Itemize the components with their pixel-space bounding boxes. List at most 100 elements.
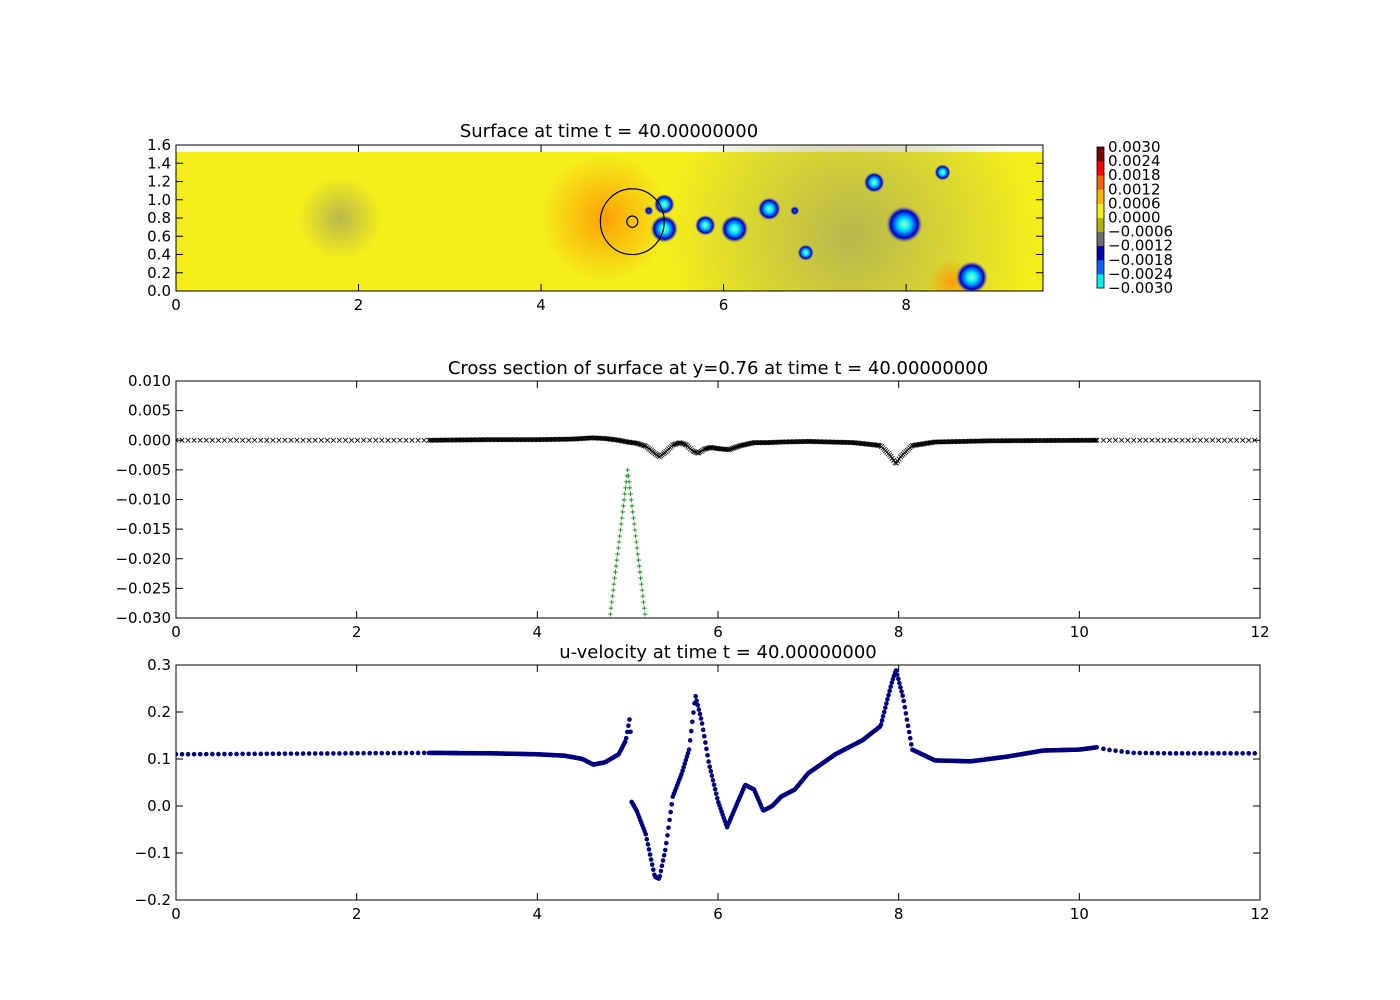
cross-section-x-tick-label: 2: [352, 623, 362, 641]
surface-vortex: [695, 215, 716, 236]
surface-vortices: [644, 164, 988, 291]
cross-section-x-marker: [1173, 437, 1179, 443]
colorbar-ticks: 0.00300.00240.00180.00120.00060.0000−0.0…: [1108, 138, 1173, 297]
cross-section-x-marker: [324, 437, 330, 443]
cross-section-title: Cross section of surface at y=0.76 at ti…: [448, 358, 988, 379]
cross-section-x-marker: [691, 449, 698, 455]
cross-section-plus-marker: [622, 491, 628, 497]
u-velocity-point: [1216, 751, 1221, 756]
u-velocity-point: [682, 761, 688, 766]
surface-title: Surface at time t = 40.00000000: [460, 121, 758, 142]
cross-section-x-marker: [1240, 437, 1246, 443]
cross-section-x-marker: [233, 437, 240, 443]
u-velocity-point: [648, 857, 654, 862]
u-velocity-point: [906, 729, 912, 735]
cross-section-x-marker: [318, 437, 324, 443]
cross-section-x-marker: [1234, 437, 1240, 443]
u-velocity-x-tick-label: 6: [713, 905, 723, 923]
u-velocity-point: [361, 750, 366, 756]
u-velocity-point: [714, 795, 720, 801]
u-velocity-point: [625, 729, 630, 735]
cross-section-plus-marker: [610, 593, 615, 599]
cross-section-plus-marker: [629, 503, 635, 509]
u-velocity-point: [713, 791, 719, 797]
u-velocity-point: [667, 817, 672, 823]
u-velocity-y-tick-label: 0.1: [147, 750, 171, 768]
u-velocity-x-tick-label: 0: [171, 905, 181, 923]
cross-section-y-tick-label: −0.030: [115, 609, 171, 627]
u-velocity-point: [709, 773, 715, 779]
u-velocity-point: [373, 750, 379, 756]
cross-section-plus-marker: [623, 485, 628, 491]
cross-section-x-marker: [252, 437, 258, 443]
u-velocity-point: [191, 751, 197, 757]
cross-section-x-marker: [354, 437, 361, 443]
cross-section-x-marker: [1203, 437, 1209, 443]
u-velocity-point: [1137, 750, 1143, 756]
u-velocity-point: [699, 721, 705, 726]
cross-section-x-marker: [176, 437, 179, 443]
u-velocity-point: [1204, 751, 1209, 756]
u-velocity-y-axis: 0.3 0.2 0.1 0.0 −0.1 −0.2: [135, 656, 1260, 909]
cross-section-x-marker: [1119, 437, 1125, 443]
cross-section-x-marker: [385, 437, 391, 443]
u-velocity-point: [176, 752, 179, 757]
u-velocity-point: [886, 692, 891, 698]
u-velocity-point: [228, 751, 233, 757]
cross-section-x-marker: [330, 437, 336, 443]
u-velocity-point: [622, 739, 628, 744]
cross-section-plus-marker: [640, 593, 646, 599]
cross-section-x-tick-label: 4: [533, 623, 543, 641]
cross-section-plus-marker: [613, 563, 619, 569]
cross-section-x-marker: [1215, 437, 1222, 443]
cross-section-plus-marker: [642, 611, 648, 617]
cross-section-x-marker: [336, 437, 342, 443]
colorbar-band: [1097, 259, 1104, 275]
u-velocity-point: [885, 697, 890, 702]
u-velocity-point: [902, 704, 908, 710]
surface-x-tick-label: 8: [901, 296, 911, 314]
u-velocity-point: [312, 751, 318, 756]
u-velocity-point: [680, 768, 685, 774]
u-velocity-point: [415, 750, 421, 756]
u-velocity-point: [222, 751, 227, 757]
cross-section-x-marker: [270, 437, 276, 443]
cross-section-plus-marker: [616, 539, 622, 545]
u-velocity-point: [234, 751, 239, 757]
u-velocity-point: [1228, 751, 1233, 756]
cross-section-y-tick-label: −0.005: [115, 461, 171, 479]
cross-section-series-x: [176, 435, 1258, 466]
u-velocity-point: [331, 751, 336, 756]
u-velocity-point: [644, 836, 650, 842]
u-velocity-point: [626, 723, 631, 729]
cross-section-plus-marker: [625, 473, 631, 479]
u-velocity-point: [909, 742, 914, 747]
cross-section-x-marker: [264, 437, 270, 443]
u-velocity-point: [904, 717, 910, 722]
u-velocity-y-tick-label: −0.1: [135, 844, 171, 862]
u-velocity-point: [903, 711, 909, 716]
colorbar-tick-label: −0.0018: [1108, 251, 1173, 269]
cross-section-plus-marker: [638, 575, 644, 581]
u-velocity-point: [1131, 750, 1137, 756]
cross-section-x-marker: [185, 437, 191, 443]
u-velocity-point: [1210, 751, 1215, 756]
cross-section-x-marker: [342, 437, 349, 443]
cross-section-x-marker: [1167, 437, 1173, 443]
u-velocity-point: [878, 722, 884, 727]
cross-section-plus-marker: [620, 509, 626, 515]
u-velocity-point: [264, 751, 270, 757]
cross-section-x-marker: [421, 437, 427, 443]
cross-section-x-marker: [312, 437, 318, 443]
u-velocity-point: [684, 754, 690, 759]
cross-section-y-tick-label: −0.015: [115, 520, 171, 538]
surface-x-tick-label: 6: [719, 296, 729, 314]
u-velocity-point: [646, 847, 652, 852]
u-velocity-point: [1149, 750, 1155, 756]
cross-section-y-tick-label: −0.020: [115, 550, 171, 568]
cross-section-plus-marker: [633, 533, 639, 539]
u-velocity-point: [197, 751, 203, 757]
cross-section-x-marker: [1179, 437, 1185, 443]
cross-section-x-marker: [1112, 437, 1119, 443]
u-velocity-point: [1143, 750, 1149, 756]
